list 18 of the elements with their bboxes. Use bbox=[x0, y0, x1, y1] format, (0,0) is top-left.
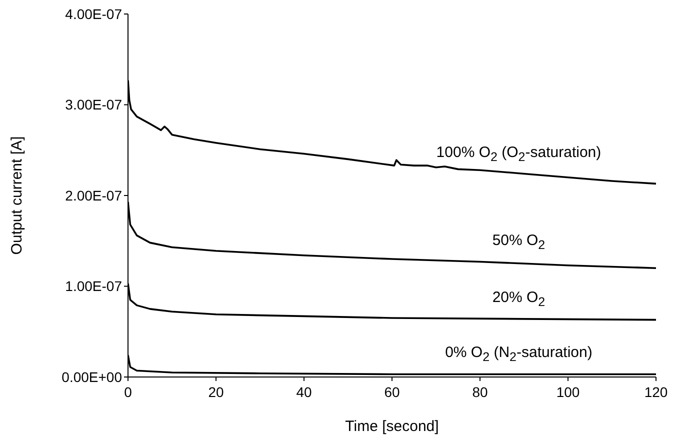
x-tick-label: 40 bbox=[296, 384, 312, 400]
series-label: 20% O$_{2}$ bbox=[492, 288, 546, 309]
series-label: 50% O$_{2}$ bbox=[492, 232, 546, 252]
x-tick-label: 120 bbox=[644, 384, 668, 400]
y-axis-title: Output current [A] bbox=[8, 136, 26, 255]
x-tick-label: 20 bbox=[208, 384, 224, 400]
series-label: 100% O$_{2}$ (O$_{2}$-saturation) bbox=[436, 144, 602, 164]
y-tick-label: 4.00E-07 bbox=[65, 6, 122, 22]
y-tick-label: 1.00E-07 bbox=[65, 278, 122, 294]
y-tick-label: 2.00E-07 bbox=[65, 187, 122, 204]
y-tick-label: 3.00E-07 bbox=[65, 96, 122, 113]
x-tick-label: 80 bbox=[472, 384, 488, 400]
x-tick-label: 60 bbox=[384, 384, 400, 400]
series-label: 0% O$_{2}$ (N$_{2}$-saturation) bbox=[445, 344, 592, 364]
x-tick-label: 100 bbox=[556, 384, 580, 400]
x-axis-title: Time [second] bbox=[345, 418, 439, 435]
x-tick-label: 0 bbox=[124, 384, 132, 400]
y-tick-label: 0.00E+00 bbox=[62, 368, 122, 385]
